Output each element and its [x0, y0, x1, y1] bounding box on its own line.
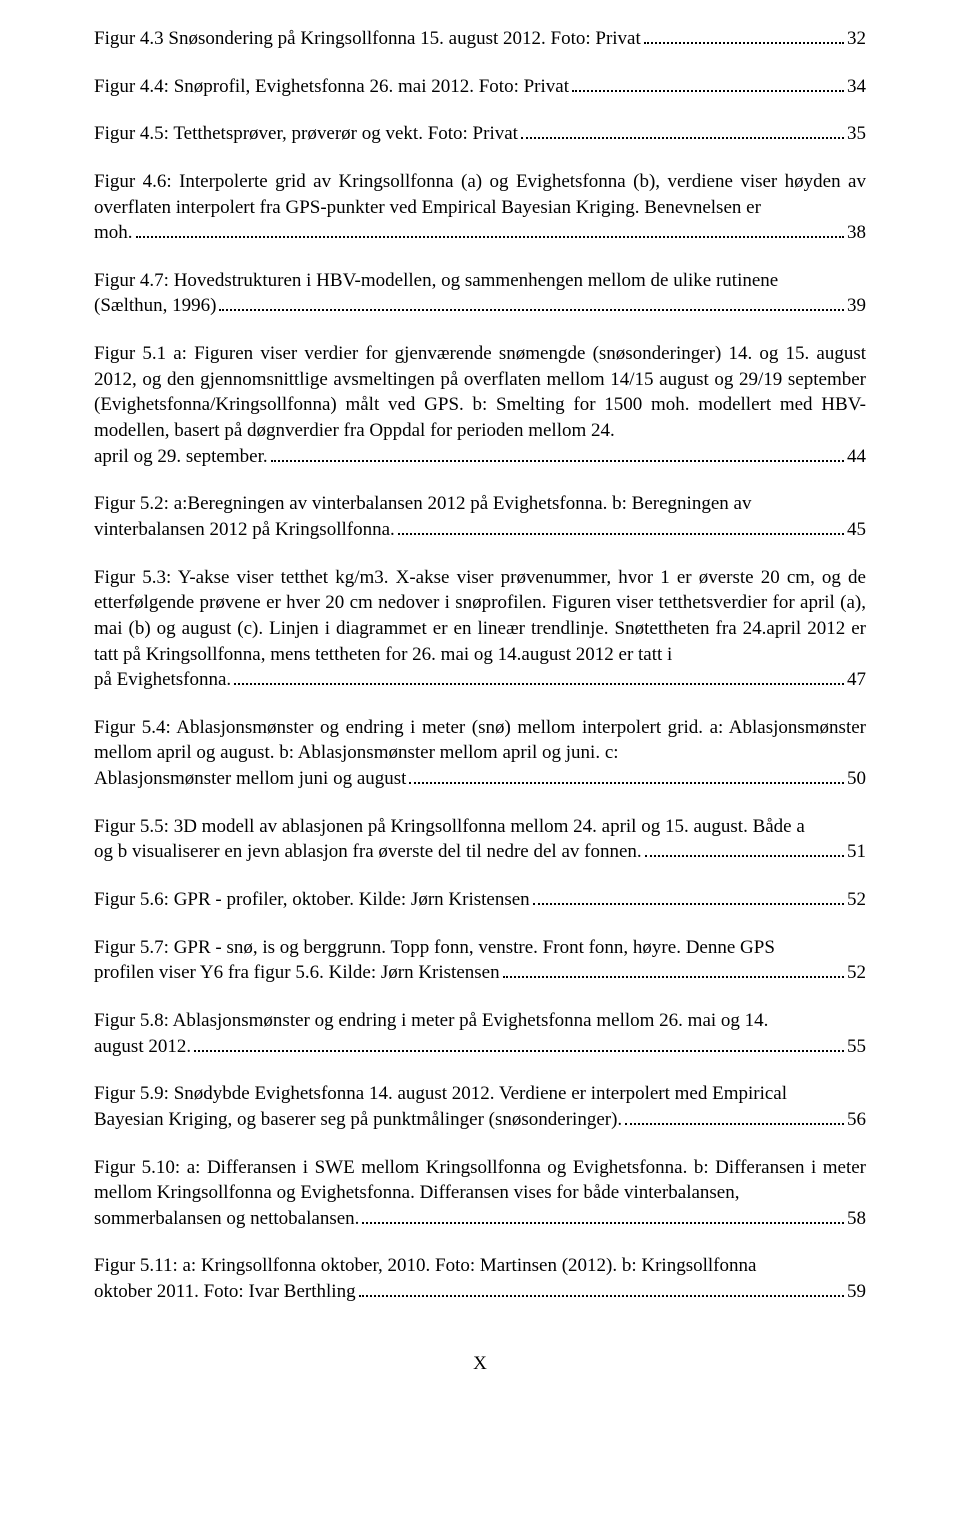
toc-entry-text: Figur 5.11: a: Kringsollfonna oktober, 2… [94, 1255, 756, 1276]
leader-dots [503, 961, 844, 978]
toc-page-number: 45 [847, 517, 866, 543]
figure-list: Figur 4.3 Snøsondering på Kringsollfonna… [94, 26, 866, 1305]
toc-entry-lastline: og b visualiserer en jevn ablasjon fra ø… [94, 839, 866, 865]
toc-entry-tail: oktober 2011. Foto: Ivar Berthling [94, 1279, 356, 1305]
leader-dots [234, 668, 844, 685]
toc-entry-tail: Figur 4.5: Tetthetsprøver, prøverør og v… [94, 121, 518, 147]
toc-page-number: 39 [847, 293, 866, 319]
toc-entry: Figur 4.6: Interpolerte grid av Kringsol… [94, 169, 866, 246]
toc-entry-lastline: profilen viser Y6 fra figur 5.6. Kilde: … [94, 960, 866, 986]
toc-entry-lastline: Figur 4.4: Snøprofil, Evighetsfonna 26. … [94, 74, 866, 100]
toc-entry-lastline: april og 29. september. 44 [94, 444, 866, 470]
toc-entry-tail: Bayesian Kriging, og baserer seg på punk… [94, 1107, 622, 1133]
toc-entry-lastline: (Sælthun, 1996) 39 [94, 293, 866, 319]
toc-entry: Figur 5.9: Snødybde Evighetsfonna 14. au… [94, 1081, 866, 1132]
leader-dots [409, 767, 844, 784]
toc-entry-tail: april og 29. september. [94, 444, 268, 470]
toc-entry-tail: vinterbalansen 2012 på Kringsollfonna. [94, 517, 395, 543]
leader-dots [572, 75, 844, 92]
toc-entry-lastline: moh. 38 [94, 220, 866, 246]
toc-entry-tail: (Sælthun, 1996) [94, 293, 216, 319]
toc-entry-lastline: august 2012. 55 [94, 1034, 866, 1060]
toc-entry-text: Figur 5.5: 3D modell av ablasjonen på Kr… [94, 816, 805, 837]
leader-dots [359, 1280, 844, 1297]
toc-entry-tail: profilen viser Y6 fra figur 5.6. Kilde: … [94, 960, 500, 986]
toc-entry-lastline: oktober 2011. Foto: Ivar Berthling 59 [94, 1279, 866, 1305]
toc-entry-lastline: sommerbalansen og nettobalansen. 58 [94, 1206, 866, 1232]
toc-entry: Figur 4.4: Snøprofil, Evighetsfonna 26. … [94, 74, 866, 100]
leader-dots [136, 221, 844, 238]
toc-page-number: 51 [847, 839, 866, 865]
leader-dots [219, 294, 844, 311]
toc-page-number: 52 [847, 960, 866, 986]
toc-entry-lastline: vinterbalansen 2012 på Kringsollfonna. 45 [94, 517, 866, 543]
toc-entry-tail: og b visualiserer en jevn ablasjon fra ø… [94, 839, 642, 865]
toc-entry-tail: Figur 5.6: GPR - profiler, oktober. Kild… [94, 887, 530, 913]
toc-entry-tail: Figur 4.3 Snøsondering på Kringsollfonna… [94, 26, 641, 52]
toc-entry: Figur 5.6: GPR - profiler, oktober. Kild… [94, 887, 866, 913]
leader-dots [194, 1034, 844, 1051]
toc-entry-text: Figur 5.1 a: Figuren viser verdier for g… [94, 343, 866, 441]
toc-entry: Figur 5.1 a: Figuren viser verdier for g… [94, 341, 866, 469]
toc-entry-tail: august 2012. [94, 1034, 191, 1060]
toc-entry: Figur 5.2: a:Beregningen av vinterbalans… [94, 491, 866, 542]
toc-entry: Figur 5.11: a: Kringsollfonna oktober, 2… [94, 1253, 866, 1304]
toc-entry-tail: på Evighetsfonna. [94, 667, 231, 693]
toc-entry: Figur 5.3: Y-akse viser tetthet kg/m3. X… [94, 565, 866, 693]
toc-page-number: 58 [847, 1206, 866, 1232]
leader-dots [398, 518, 844, 535]
toc-entry-lastline: Figur 4.3 Snøsondering på Kringsollfonna… [94, 26, 866, 52]
toc-entry-text: Figur 5.3: Y-akse viser tetthet kg/m3. X… [94, 567, 866, 665]
toc-entry-text: Figur 4.7: Hovedstrukturen i HBV-modelle… [94, 270, 778, 291]
toc-entry-lastline: Ablasjonsmønster mellom juni og august 50 [94, 766, 866, 792]
toc-entry-tail: moh. [94, 220, 133, 246]
leader-dots [625, 1108, 844, 1125]
toc-entry-tail: sommerbalansen og nettobalansen. [94, 1206, 359, 1232]
leader-dots [644, 27, 844, 44]
leader-dots [533, 888, 844, 905]
leader-dots [271, 445, 844, 462]
toc-entry: Figur 5.5: 3D modell av ablasjonen på Kr… [94, 814, 866, 865]
toc-page-number: 50 [847, 766, 866, 792]
toc-entry: Figur 4.7: Hovedstrukturen i HBV-modelle… [94, 268, 866, 319]
toc-entry-text: Figur 5.2: a:Beregningen av vinterbalans… [94, 493, 751, 514]
toc-page-number: 47 [847, 667, 866, 693]
toc-page-number: 38 [847, 220, 866, 246]
leader-dots [362, 1207, 844, 1224]
leader-dots [521, 122, 844, 139]
toc-entry-lastline: Bayesian Kriging, og baserer seg på punk… [94, 1107, 866, 1133]
toc-page-number: 52 [847, 887, 866, 913]
toc-entry: Figur 5.7: GPR - snø, is og berggrunn. T… [94, 935, 866, 986]
toc-entry-lastline: Figur 5.6: GPR - profiler, oktober. Kild… [94, 887, 866, 913]
toc-entry-lastline: Figur 4.5: Tetthetsprøver, prøverør og v… [94, 121, 866, 147]
toc-entry: Figur 4.5: Tetthetsprøver, prøverør og v… [94, 121, 866, 147]
toc-entry: Figur 4.3 Snøsondering på Kringsollfonna… [94, 26, 866, 52]
toc-entry-tail: Figur 4.4: Snøprofil, Evighetsfonna 26. … [94, 74, 569, 100]
toc-entry: Figur 5.4: Ablasjonsmønster og endring i… [94, 715, 866, 792]
leader-dots [645, 840, 844, 857]
toc-entry-text: Figur 5.10: a: Differansen i SWE mellom … [94, 1157, 866, 1204]
toc-entry: Figur 5.8: Ablasjonsmønster og endring i… [94, 1008, 866, 1059]
toc-entry-text: Figur 4.6: Interpolerte grid av Kringsol… [94, 171, 866, 218]
toc-page-number: 35 [847, 121, 866, 147]
toc-page-number: 55 [847, 1034, 866, 1060]
toc-entry-text: Figur 5.4: Ablasjonsmønster og endring i… [94, 717, 866, 764]
toc-page-number: 34 [847, 74, 866, 100]
toc-page-number: 32 [847, 26, 866, 52]
toc-entry: Figur 5.10: a: Differansen i SWE mellom … [94, 1155, 866, 1232]
toc-page-number: 56 [847, 1107, 866, 1133]
toc-page-number: 59 [847, 1279, 866, 1305]
page-number: X [94, 1353, 866, 1375]
toc-entry-lastline: på Evighetsfonna. 47 [94, 667, 866, 693]
toc-entry-text: Figur 5.7: GPR - snø, is og berggrunn. T… [94, 937, 775, 958]
toc-entry-tail: Ablasjonsmønster mellom juni og august [94, 766, 406, 792]
toc-entry-text: Figur 5.9: Snødybde Evighetsfonna 14. au… [94, 1083, 787, 1104]
toc-page-number: 44 [847, 444, 866, 470]
toc-entry-text: Figur 5.8: Ablasjonsmønster og endring i… [94, 1010, 768, 1031]
